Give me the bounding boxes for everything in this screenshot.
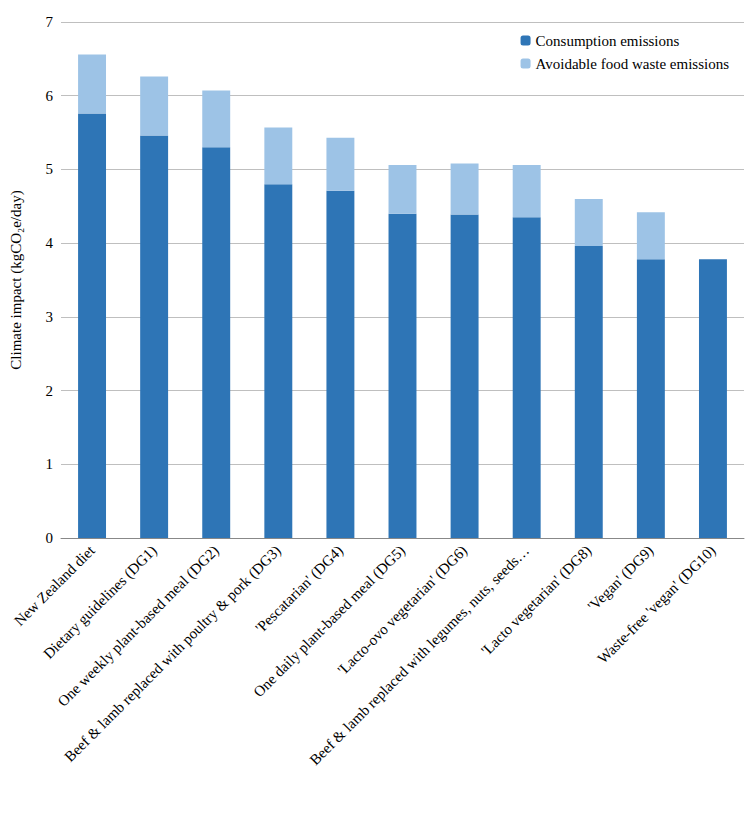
svg-text:6: 6 xyxy=(46,88,54,104)
svg-text:One weekly plant-based meal (D: One weekly plant-based meal (DG2) xyxy=(54,542,222,710)
svg-text:0: 0 xyxy=(46,530,54,546)
svg-text:'Pescatarian' (DG4): 'Pescatarian' (DG4) xyxy=(252,542,347,636)
svg-text:New Zealand diet: New Zealand diet xyxy=(11,542,98,629)
svg-text:5: 5 xyxy=(46,161,54,177)
svg-text:'Lacto-ovo vegetarian' (DG6): 'Lacto-ovo vegetarian' (DG6) xyxy=(334,542,470,678)
svg-text:'Lacto vegetarian' (DG8): 'Lacto vegetarian' (DG8) xyxy=(478,542,595,659)
svg-text:Climate impact (kgCO₂e/day): Climate impact (kgCO₂e/day) xyxy=(8,190,25,369)
svg-text:Consumption emissions: Consumption emissions xyxy=(536,33,680,49)
svg-text:Dietary guidelines (DG1): Dietary guidelines (DG1) xyxy=(40,542,160,662)
svg-text:Avoidable food waste emissions: Avoidable food waste emissions xyxy=(536,56,730,72)
svg-text:7: 7 xyxy=(46,14,54,30)
svg-text:Waste-free 'vegan' (DG10): Waste-free 'vegan' (DG10) xyxy=(594,542,719,667)
svg-text:4: 4 xyxy=(46,235,54,251)
svg-text:3: 3 xyxy=(46,309,54,325)
svg-text:Beef & lamb replaced with legu: Beef & lamb replaced with legumes, nuts,… xyxy=(307,542,533,768)
svg-text:1: 1 xyxy=(46,456,54,472)
svg-text:2: 2 xyxy=(46,383,54,399)
svg-text:'Vegan' (DG9): 'Vegan' (DG9) xyxy=(584,542,657,615)
svg-text:Beef & lamb replaced with poul: Beef & lamb replaced with poultry & pork… xyxy=(61,542,284,765)
svg-text:One daily plant-based meal (DG: One daily plant-based meal (DG5) xyxy=(250,542,409,701)
